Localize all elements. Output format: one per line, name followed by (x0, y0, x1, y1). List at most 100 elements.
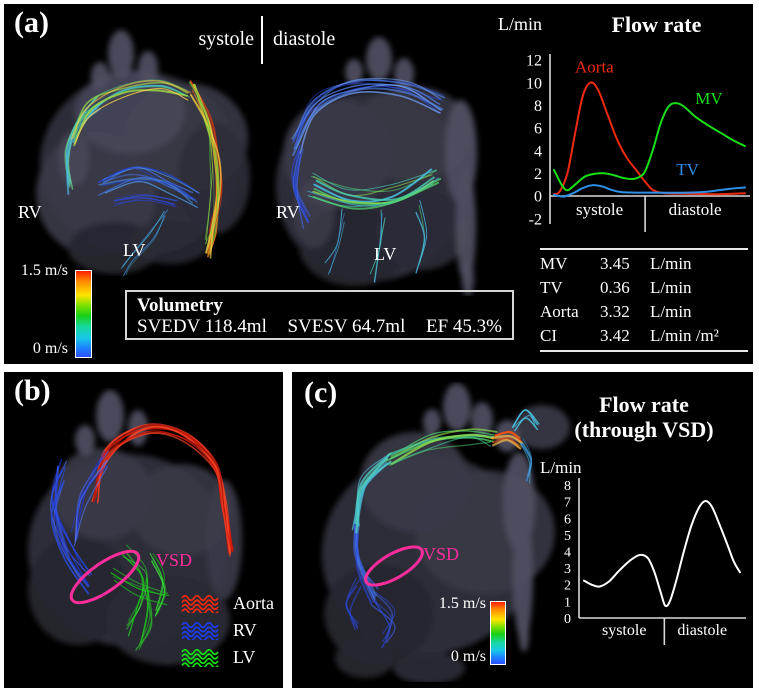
flow-chart-title: Flow rate (611, 12, 702, 37)
streamline (121, 554, 145, 637)
streamline (135, 586, 153, 651)
y-tick-label: -2 (529, 211, 542, 228)
volumetry-title: Volumetry (137, 295, 223, 316)
wavy-flow-swatch-icon (181, 648, 219, 667)
streamline (113, 197, 176, 207)
streamline (389, 441, 492, 466)
streamline (514, 417, 539, 432)
streamline (373, 217, 386, 283)
streamline (73, 466, 108, 547)
streamlines (64, 79, 223, 276)
legend-label: LV (233, 647, 256, 667)
streamline (113, 567, 169, 595)
streamline (98, 176, 194, 201)
flow-table-cell: L/min (650, 254, 692, 273)
y-tick-label: 8 (534, 98, 542, 115)
streamline (121, 211, 165, 269)
flow-legend: Aorta RV LV (181, 590, 274, 671)
colorbar-max-label: 1.5 m/s (438, 595, 486, 612)
flow-table-row: CI 3.42 L/min /m² (540, 324, 748, 348)
vsd-annotation-label: VSD (156, 550, 193, 570)
heart-body (322, 383, 570, 682)
streamline (96, 430, 233, 552)
streamline (196, 90, 219, 245)
streamline (345, 575, 363, 624)
flow-table-row: Aorta 3.32 L/min (540, 300, 748, 324)
streamline (415, 211, 426, 274)
rv-label-systole: RV (18, 202, 42, 222)
volumetry-value: EF 45.3% (425, 316, 502, 337)
panel-c: (c) VSD Flow rate (through VSD) L/min 8 7… (292, 372, 753, 688)
streamline (313, 174, 433, 197)
panel-b: (b) VSD Aorta RV LV (4, 372, 283, 688)
streamline (519, 442, 531, 484)
streamline (70, 79, 191, 140)
vsd-chart-ylabel: L/min (540, 458, 582, 477)
legend-item: RV (181, 617, 274, 644)
diastole-phase-label: diastole (273, 28, 336, 50)
streamlines (345, 409, 540, 649)
y-tick-label: 2 (564, 579, 571, 594)
legend-label: RV (233, 620, 257, 640)
streamline (50, 482, 90, 595)
streamline (151, 560, 166, 617)
panel-c-label: (c) (304, 376, 338, 409)
streamline (126, 544, 148, 622)
colorbar-max-label: 1.5 m/s (20, 262, 68, 279)
series-mv-curve (553, 102, 746, 192)
streamline (315, 176, 435, 201)
flow-table-cell: L/min /m² (650, 326, 719, 345)
streamline (152, 553, 165, 613)
streamline (101, 179, 193, 199)
volumetry-value: SVESV 64.7ml (287, 316, 406, 337)
rv-label-diastole: RV (276, 202, 300, 222)
streamline (390, 433, 495, 466)
y-tick-label: 0 (564, 612, 571, 627)
y-tick-label: 7 (564, 496, 571, 511)
colorbar-min-label: 0 m/s (450, 648, 486, 665)
flow-table-cell: L/min (650, 302, 692, 321)
x-phase-label: diastole (677, 622, 727, 639)
streamline (370, 604, 396, 643)
series-label: MV (695, 89, 723, 108)
series-label: Aorta (575, 58, 614, 77)
vsd-flow-rate-chart: 8 76 5 43 21 0 systole diastole (564, 478, 746, 645)
series-vsd-flow-curve (583, 499, 741, 608)
flow-table-cell: CI (540, 326, 557, 345)
y-tick-label: 12 (526, 53, 542, 70)
streamline (194, 88, 213, 244)
streamline (345, 585, 358, 630)
streamline (312, 181, 440, 210)
y-tick-label: 1 (564, 595, 571, 610)
x-phase-label: systole (576, 200, 623, 219)
streamline (110, 572, 169, 596)
flow-chart-ylabel: L/min (498, 14, 542, 34)
y-tick-label: 4 (534, 143, 542, 160)
series-tv-curve (553, 184, 746, 198)
panel-a-label: (a) (14, 6, 49, 39)
streamline (373, 600, 391, 649)
wavy-flow-swatch-icon (181, 621, 219, 640)
streamline (299, 91, 441, 155)
y-tick-label: 6 (534, 121, 542, 138)
streamline (292, 87, 444, 156)
streamline (375, 591, 396, 635)
flow-table-cell: Aorta (540, 302, 579, 321)
streamline (520, 442, 533, 482)
vsd-annotation-ellipse (69, 549, 141, 605)
streamline (353, 526, 375, 603)
systole-phase-label: systole (198, 28, 254, 50)
x-phase-label: diastole (669, 200, 722, 219)
velocity-colorbar (490, 601, 506, 665)
flow-table-cell: 0.36 (600, 278, 630, 297)
vsd-chart-title-line2: (through VSD) (574, 417, 714, 442)
streamline (151, 557, 167, 615)
streamline (102, 166, 194, 194)
volumetry-value: SVEDV 118.4ml (137, 316, 267, 337)
streamline (291, 144, 307, 214)
x-phase-label: systole (602, 622, 646, 639)
lv-label-diastole: LV (374, 244, 397, 264)
lv-label-systole: LV (123, 240, 146, 260)
legend-label: Aorta (233, 593, 274, 613)
heart-3d-render-chamber-flows (28, 390, 242, 665)
